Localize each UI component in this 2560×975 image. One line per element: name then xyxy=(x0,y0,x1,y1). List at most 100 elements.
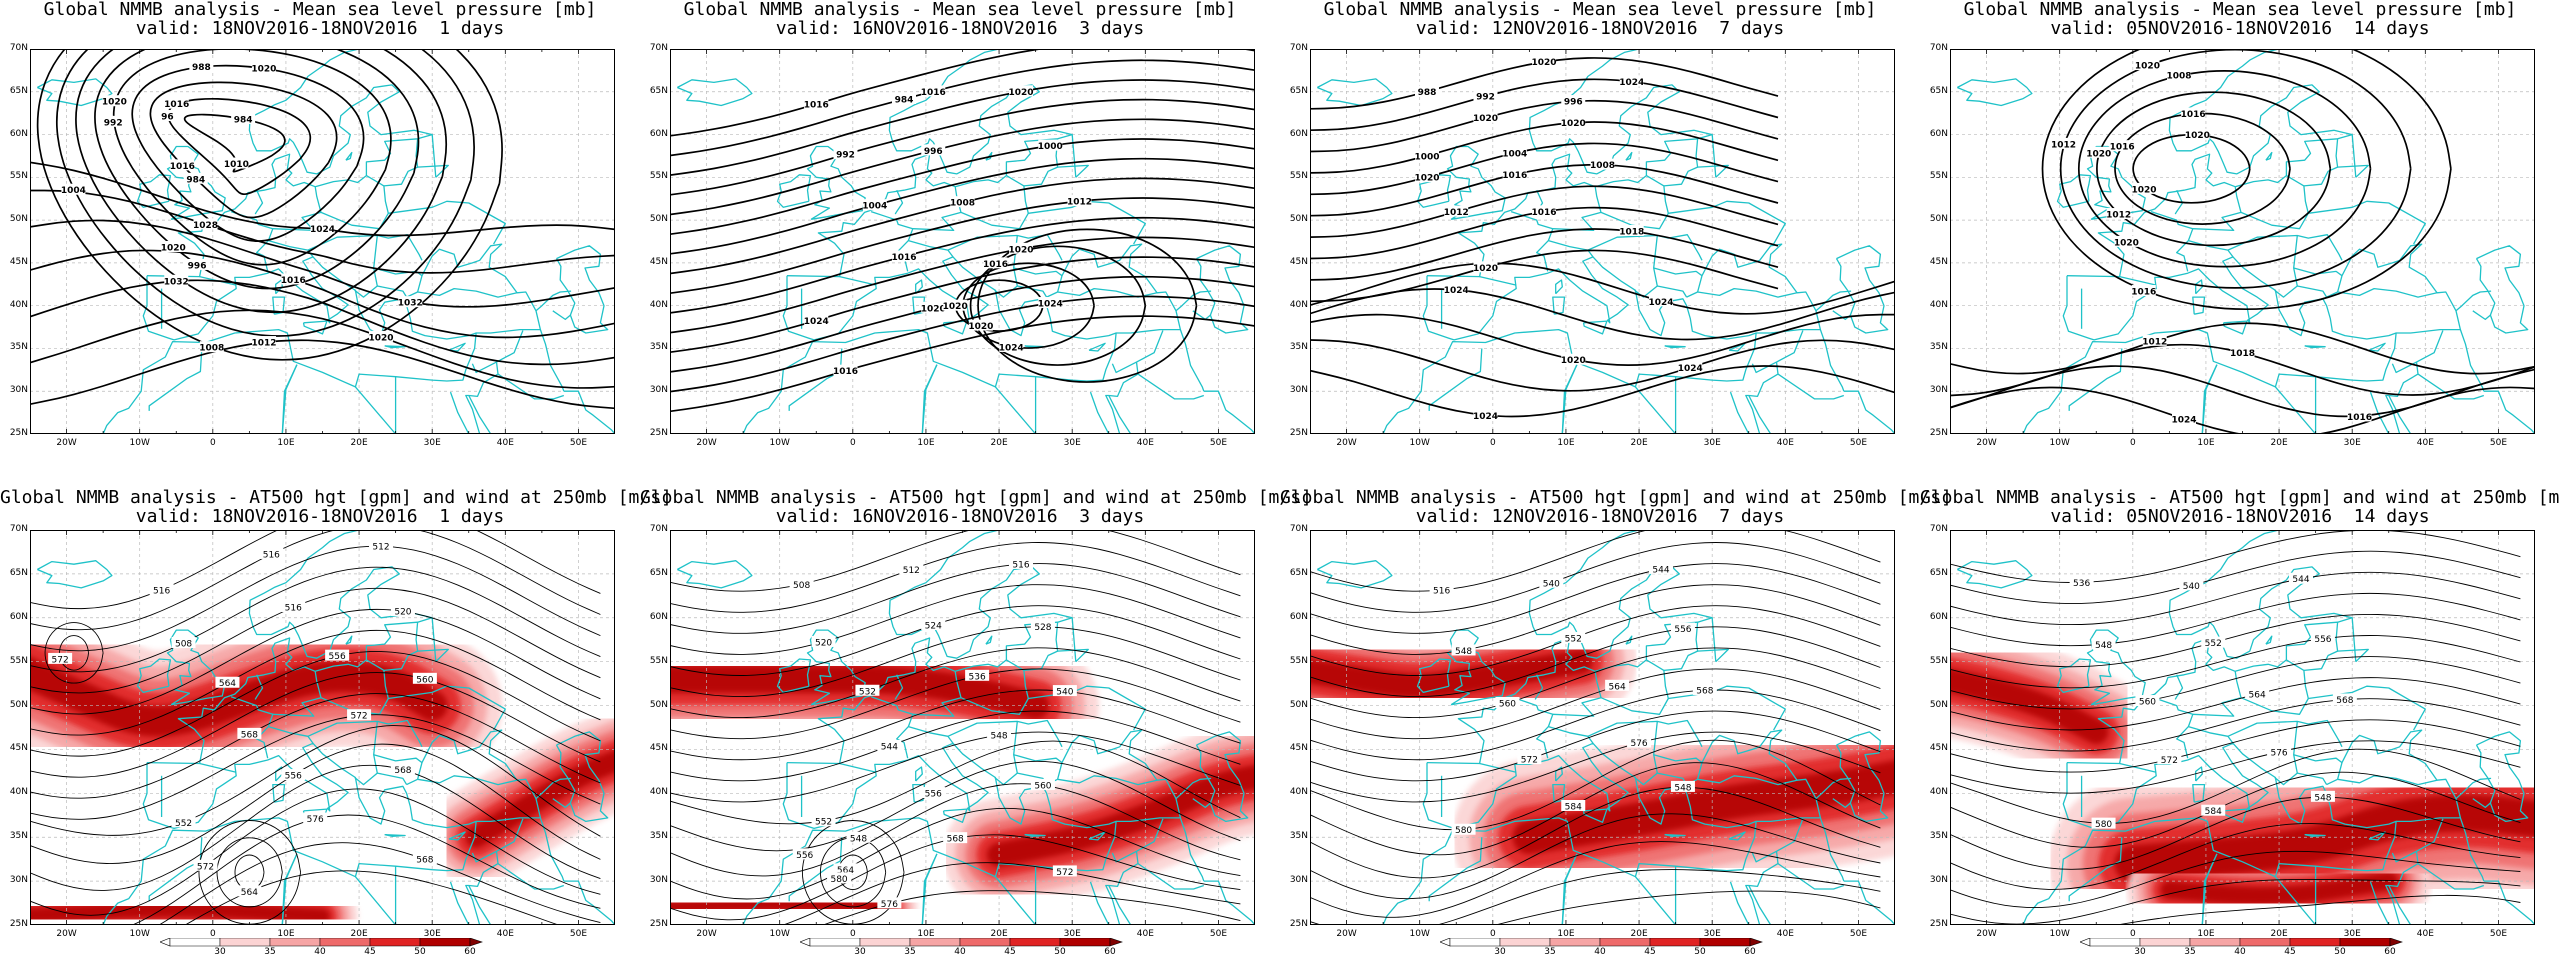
panel-title-line2: valid: 12NOV2016-18NOV2016 7 days xyxy=(1415,506,1785,527)
coastline xyxy=(1028,200,1146,245)
contour-label-bg xyxy=(789,578,814,590)
mslp-panel: Global NMMB analysis - Mean sea level pr… xyxy=(1280,0,1920,459)
height-contour xyxy=(670,731,1241,803)
lat-label: 35N xyxy=(649,342,668,353)
isobar xyxy=(112,49,392,266)
coastline xyxy=(1561,364,1578,434)
coastline xyxy=(1316,78,1393,107)
lon-label: 10W xyxy=(769,438,790,448)
contour-label: 992 xyxy=(836,151,855,161)
colorbar-tick-label: 40 xyxy=(2234,947,2246,957)
colorbar-swatch xyxy=(2339,937,2391,947)
contour-label-bg xyxy=(1451,823,1476,835)
lat-label: 65N xyxy=(1289,567,1308,578)
height-contour xyxy=(1950,719,2521,773)
lon-label: 20W xyxy=(1336,438,1357,448)
coastline xyxy=(2475,731,2529,823)
panel-title-line2: valid: 05NOV2016-18NOV2016 14 days xyxy=(2050,18,2430,39)
contour-label: 1008 xyxy=(950,199,975,209)
coastline xyxy=(2326,291,2338,298)
coastline xyxy=(1552,296,1566,315)
contour-label: 1024 xyxy=(999,343,1024,353)
colorbar-swatch xyxy=(859,937,911,947)
colorbar-swatch xyxy=(909,937,961,947)
coastline xyxy=(1835,245,1889,334)
isobar xyxy=(670,138,1255,236)
isobar xyxy=(1310,121,1779,174)
map-frame: 9809849889929961000100410081012101610201… xyxy=(670,49,1255,434)
contour-label-bg xyxy=(1067,195,1092,207)
lat-label: 35N xyxy=(1929,342,1948,353)
coastline xyxy=(199,762,237,773)
wind-speed-shading xyxy=(30,656,448,737)
isobar xyxy=(30,249,615,339)
contour-label: 584 xyxy=(2205,807,2222,817)
colorbar-tick-label: 30 xyxy=(1494,947,1506,957)
contour-label-bg xyxy=(369,539,393,551)
colorbar-swatch xyxy=(419,937,471,947)
contour-label-bg xyxy=(1627,736,1652,748)
isobar xyxy=(670,157,1255,255)
height-contour xyxy=(670,626,1241,697)
coastline xyxy=(894,674,904,700)
colorbar-tick-label: 45 xyxy=(1644,947,1656,957)
lat-label: 50N xyxy=(1929,699,1948,710)
contour-label-bg xyxy=(237,727,262,739)
height-contour xyxy=(1950,656,2521,710)
contour-label-bg xyxy=(1517,753,1542,765)
lon-label: 10W xyxy=(2049,438,2070,448)
coastline xyxy=(1711,617,1717,662)
contour-label-bg xyxy=(2185,128,2210,140)
colorbar-swatch xyxy=(1059,937,1111,947)
mslp-panel: Global NMMB analysis - Mean sea level pr… xyxy=(1920,0,2560,459)
coastline xyxy=(1663,622,1699,672)
coastline xyxy=(272,783,286,803)
contour-label-bg xyxy=(1649,295,1673,307)
contour-label-bg xyxy=(1415,85,1439,97)
isobar xyxy=(1310,185,1779,238)
lat-label: 50N xyxy=(1289,214,1308,225)
contour-label-bg xyxy=(185,258,210,270)
contour-label-bg xyxy=(968,319,993,331)
height-contour xyxy=(30,629,601,736)
contour-label: 1010 xyxy=(224,160,249,170)
isobar xyxy=(670,49,1255,137)
contour-label-bg xyxy=(189,60,214,72)
coastline xyxy=(2227,234,2343,261)
contour-label-bg xyxy=(1561,95,1586,107)
lat-label: 45N xyxy=(9,256,28,267)
contour-label-bg xyxy=(325,649,350,661)
height-contour xyxy=(1310,668,1881,740)
lon-label: 50E xyxy=(1209,438,1228,448)
wind-colorbar: 30 35 40 45 50 60 xyxy=(2079,937,2410,966)
contour-label-bg xyxy=(1605,679,1630,691)
isobar xyxy=(1950,386,2535,434)
lat-label: 25N xyxy=(1289,428,1308,438)
coastline xyxy=(539,817,565,882)
coastline xyxy=(2308,200,2426,245)
coastline xyxy=(1024,833,1046,837)
contour-label: 552 xyxy=(1565,634,1582,644)
height-contour xyxy=(1310,739,1881,831)
coastline xyxy=(2368,342,2386,352)
coastline xyxy=(1748,362,1779,398)
lat-label: 65N xyxy=(649,567,668,578)
contour-label-bg xyxy=(251,61,276,73)
coastline xyxy=(166,145,226,220)
contour-label: 516 xyxy=(153,586,170,596)
coastline xyxy=(912,296,926,315)
lat-label: 45N xyxy=(649,256,668,267)
contour-label-bg xyxy=(833,863,858,875)
contour-label-bg xyxy=(1678,361,1703,373)
coastline xyxy=(2336,243,2438,298)
coastline xyxy=(915,279,923,295)
isobar xyxy=(2077,70,2372,268)
coastline xyxy=(1479,275,1517,286)
contour-label: 584 xyxy=(1565,802,1582,812)
coastline xyxy=(994,876,1037,925)
lat-label: 40N xyxy=(649,787,668,798)
coastline xyxy=(2303,622,2339,672)
contour-label-bg xyxy=(183,172,208,184)
isobar xyxy=(30,189,615,274)
coastline xyxy=(2119,762,2157,773)
